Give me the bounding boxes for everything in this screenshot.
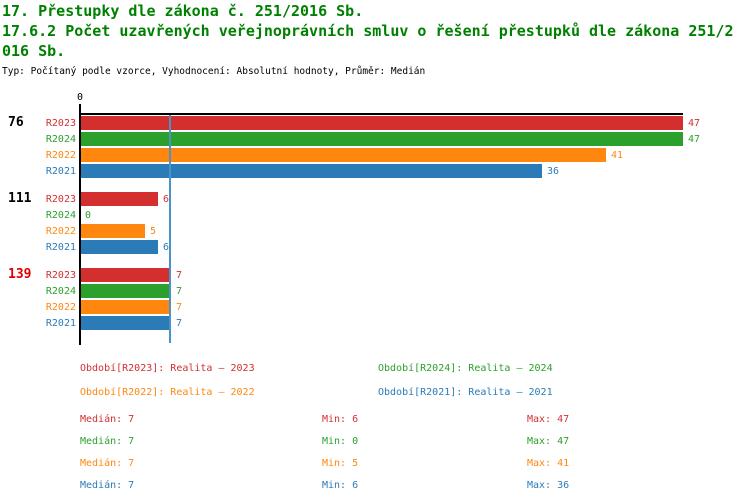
legend-item-r2024: Období[R2024]: Realita – 2024 xyxy=(378,363,553,374)
report-meta-line: Typ: Počítaný podle vzorce, Vyhodnocení:… xyxy=(2,66,426,77)
bar-111-r2022 xyxy=(81,224,145,238)
bar-value-76-r2024: 47 xyxy=(688,134,701,145)
stat-median-r2021: Medián: 7 xyxy=(80,480,135,491)
legend-item-r2021: Období[R2021]: Realita – 2021 xyxy=(378,387,553,398)
bar-111-r2023 xyxy=(81,192,158,206)
stat-min-r2022: Min: 5 xyxy=(322,458,359,469)
bar-value-139-r2023: 7 xyxy=(176,270,183,281)
bar-value-111-r2022: 5 xyxy=(150,226,157,237)
bar-139-r2024 xyxy=(81,284,171,298)
bar-value-76-r2021: 36 xyxy=(547,166,560,177)
axis-origin-tick-label: 0 xyxy=(76,92,84,103)
stat-max-r2021: Max: 36 xyxy=(527,480,570,491)
group-label-139: 139 xyxy=(8,267,32,282)
legend-item-r2022: Období[R2022]: Realita – 2022 xyxy=(80,387,255,398)
stat-min-r2021: Min: 6 xyxy=(322,480,359,491)
year-label-r2024: R2024 xyxy=(45,134,76,145)
bar-139-r2023 xyxy=(81,268,171,282)
bar-value-111-r2023: 6 xyxy=(163,194,170,205)
report-subtitle: 17.6.2 Počet uzavřených veřejnoprávních … xyxy=(2,22,734,60)
stat-median-r2024: Medián: 7 xyxy=(80,436,135,447)
y-axis-line xyxy=(79,104,81,345)
bar-139-r2022 xyxy=(81,300,171,314)
year-label-r2024: R2024 xyxy=(45,210,76,221)
bar-value-139-r2024: 7 xyxy=(176,286,183,297)
stat-max-r2024: Max: 47 xyxy=(527,436,570,447)
bar-value-76-r2023: 47 xyxy=(688,118,701,129)
bar-76-r2022 xyxy=(81,148,606,162)
year-label-r2023: R2023 xyxy=(45,270,76,281)
bar-value-139-r2021: 7 xyxy=(176,318,183,329)
x-axis-line xyxy=(79,113,683,115)
year-label-r2023: R2023 xyxy=(45,118,76,129)
bar-76-r2023 xyxy=(81,116,683,130)
stat-max-r2022: Max: 41 xyxy=(527,458,570,469)
year-label-r2023: R2023 xyxy=(45,194,76,205)
bar-value-139-r2022: 7 xyxy=(176,302,183,313)
year-label-r2021: R2021 xyxy=(45,166,76,177)
median-reference-line xyxy=(169,115,171,343)
bar-139-r2021 xyxy=(81,316,171,330)
group-label-76: 76 xyxy=(8,115,24,130)
bar-value-111-r2024: 0 xyxy=(85,210,92,221)
stat-median-r2022: Medián: 7 xyxy=(80,458,135,469)
bar-76-r2021 xyxy=(81,164,542,178)
report-title: 17. Přestupky dle zákona č. 251/2016 Sb. xyxy=(2,2,364,20)
year-label-r2021: R2021 xyxy=(45,242,76,253)
group-label-111: 111 xyxy=(8,191,32,206)
stat-max-r2023: Max: 47 xyxy=(527,414,570,425)
bar-111-r2021 xyxy=(81,240,158,254)
bar-value-111-r2021: 6 xyxy=(163,242,170,253)
year-label-r2021: R2021 xyxy=(45,318,76,329)
bar-76-r2024 xyxy=(81,132,683,146)
year-label-r2022: R2022 xyxy=(45,150,76,161)
bar-value-76-r2022: 41 xyxy=(611,150,624,161)
stat-min-r2024: Min: 0 xyxy=(322,436,359,447)
stat-median-r2023: Medián: 7 xyxy=(80,414,135,425)
stat-min-r2023: Min: 6 xyxy=(322,414,359,425)
year-label-r2022: R2022 xyxy=(45,302,76,313)
year-label-r2024: R2024 xyxy=(45,286,76,297)
year-label-r2022: R2022 xyxy=(45,226,76,237)
legend-item-r2023: Období[R2023]: Realita – 2023 xyxy=(80,363,255,374)
